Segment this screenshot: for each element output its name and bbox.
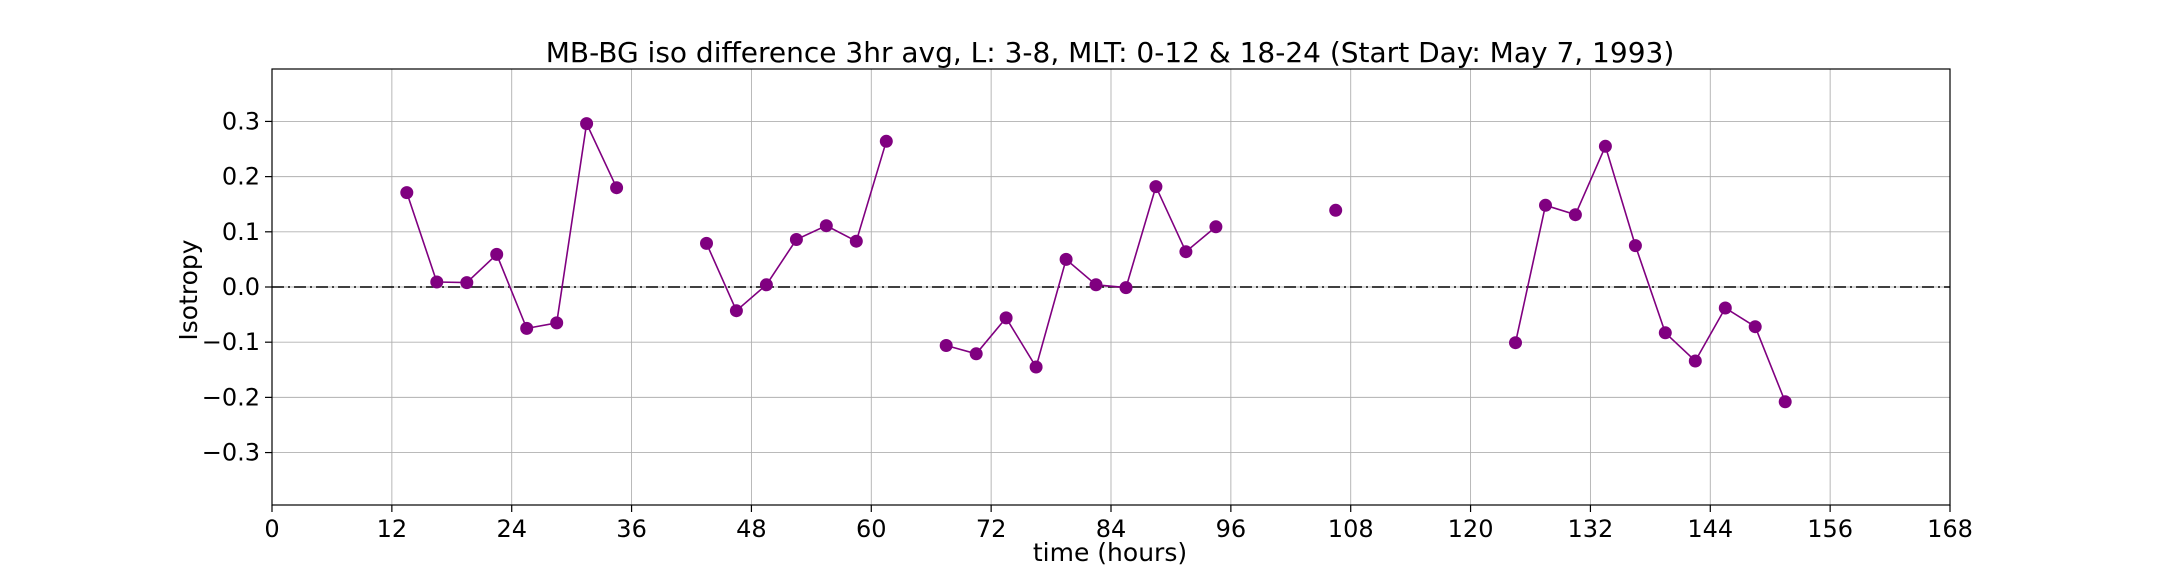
- y-axis-label: Isotropy: [174, 239, 203, 340]
- data-point: [490, 247, 504, 261]
- x-tick-label: 144: [1687, 515, 1733, 543]
- x-tick-label: 132: [1568, 515, 1614, 543]
- chart-title: MB-BG iso difference 3hr avg, L: 3-8, ML…: [546, 36, 1675, 69]
- y-axis-ticks: −0.3 −0.2 −0.1 0.0 0.1 0.2 0.3: [202, 107, 272, 467]
- series-isotropy: [400, 117, 1792, 409]
- data-point: [520, 321, 534, 335]
- x-tick-label: 168: [1927, 515, 1973, 543]
- data-point: [879, 134, 893, 148]
- data-point: [460, 276, 474, 290]
- y-tick-label: −0.1: [202, 328, 260, 356]
- y-tick-label: −0.3: [202, 439, 260, 467]
- x-tick-label: 72: [976, 515, 1007, 543]
- data-point: [1778, 395, 1792, 409]
- data-point: [550, 316, 564, 330]
- data-point: [700, 236, 713, 250]
- data-point: [819, 219, 833, 233]
- data-point: [1029, 360, 1043, 374]
- x-tick-label: 24: [496, 515, 527, 543]
- data-point: [1089, 278, 1103, 292]
- data-point: [969, 347, 983, 361]
- data-point: [1119, 281, 1133, 295]
- data-point: [1598, 139, 1612, 153]
- data-point: [999, 311, 1013, 325]
- x-tick-label: 36: [616, 515, 647, 543]
- data-point: [849, 234, 863, 248]
- data-point: [1149, 180, 1163, 194]
- y-tick-label: 0.2: [222, 163, 260, 191]
- data-point: [1329, 203, 1343, 217]
- x-axis-ticks: 0 12 24 36 48 60 72 84 96 108 120 132 144 156 168: [264, 505, 1973, 543]
- x-tick-label: 108: [1328, 515, 1374, 543]
- data-point: [1539, 198, 1552, 212]
- data-point: [610, 181, 624, 195]
- data-point: [1628, 239, 1642, 253]
- data-point: [1509, 336, 1522, 350]
- data-point: [1688, 354, 1702, 368]
- data-point: [759, 278, 773, 292]
- data-point: [939, 339, 953, 352]
- series-line-segment: [705, 141, 888, 313]
- data-point: [1748, 320, 1762, 334]
- x-tick-label: 120: [1448, 515, 1494, 543]
- data-point: [789, 233, 803, 246]
- y-tick-label: 0.1: [222, 218, 260, 246]
- x-tick-label: 84: [1096, 515, 1127, 543]
- y-tick-label: −0.2: [202, 383, 260, 411]
- x-tick-label: 60: [856, 515, 887, 543]
- y-tick-label: 0.3: [222, 107, 260, 135]
- data-point: [580, 117, 594, 131]
- series-line-segment: [1514, 143, 1786, 403]
- x-tick-label: 48: [736, 515, 767, 543]
- x-axis-label: time (hours): [1033, 538, 1187, 567]
- data-point: [1658, 326, 1672, 340]
- x-tick-label: 12: [377, 515, 408, 543]
- data-point: [1179, 245, 1193, 259]
- data-point: [1568, 208, 1582, 222]
- x-tick-label: 0: [264, 515, 279, 543]
- data-point: [1209, 220, 1223, 234]
- data-point: [400, 186, 414, 200]
- series-line-segment: [945, 184, 1217, 369]
- y-tick-label: 0.0: [222, 273, 260, 301]
- data-point: [729, 304, 743, 318]
- x-tick-label: 96: [1216, 515, 1247, 543]
- x-tick-label: 156: [1807, 515, 1853, 543]
- data-point: [1059, 252, 1073, 266]
- data-point: [430, 275, 444, 289]
- data-point: [1718, 301, 1732, 315]
